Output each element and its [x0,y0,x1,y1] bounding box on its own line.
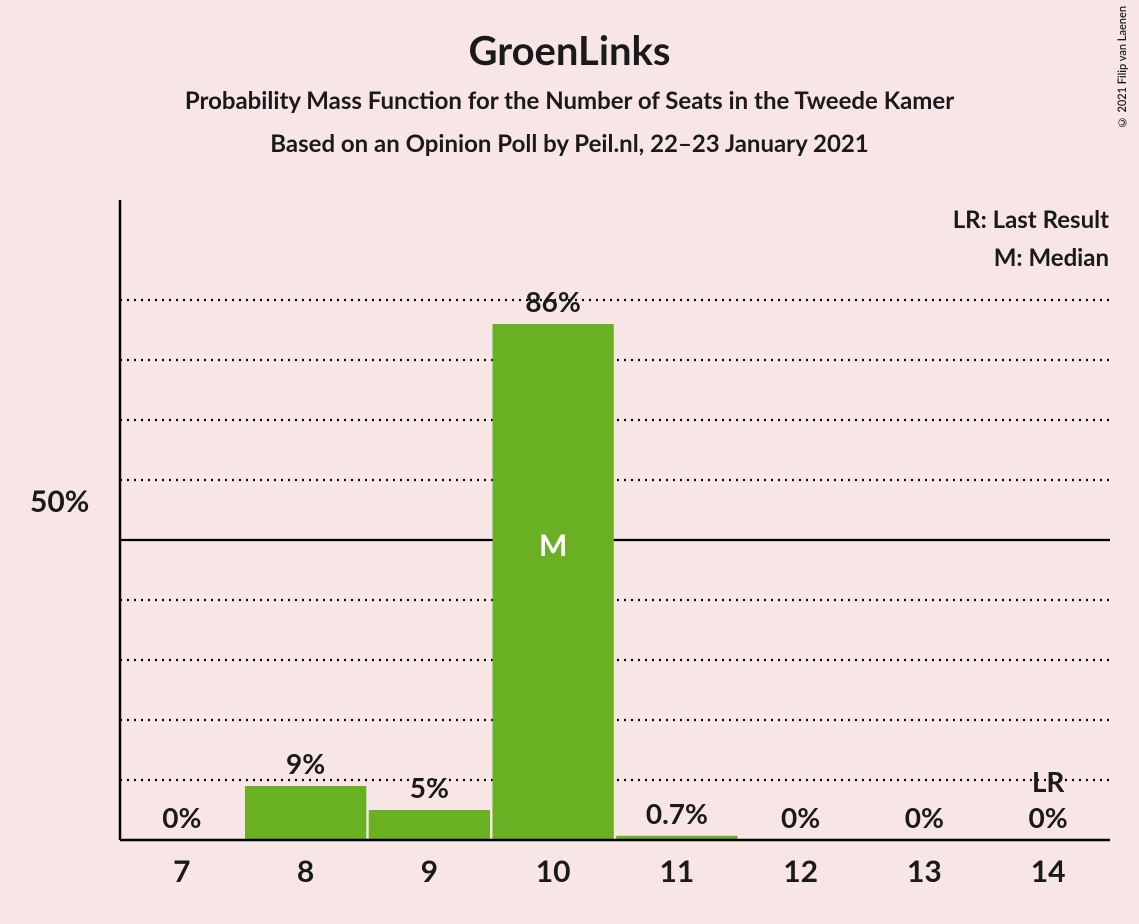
bar [369,810,490,840]
x-tick-label: 12 [783,853,818,889]
bar-value-label: 0% [1029,800,1068,834]
chart-title: GroenLinks [0,0,1139,74]
x-tick-label: 10 [536,853,571,889]
x-tick-label: 9 [421,853,438,889]
last-result-marker: LR [1032,764,1066,798]
x-tick-label: 14 [1031,853,1066,889]
bar-value-label: 9% [286,746,325,780]
x-tick-label: 7 [173,853,190,889]
median-marker: M [539,527,567,563]
x-tick-label: 13 [907,853,942,889]
gridlines [120,300,1110,780]
bar [245,786,366,840]
chart-subtitle-1: Probability Mass Function for the Number… [0,86,1139,115]
chart-plot-area: 0%79%85%986%10M0.7%110%120%130%14LR [120,200,1110,840]
bar-value-label: 0.7% [646,796,708,830]
chart-container: GroenLinks Probability Mass Function for… [0,0,1139,924]
bar-value-label: 0% [781,800,820,834]
x-tick-label: 8 [297,853,314,889]
bar-value-label: 86% [525,284,580,318]
bar [492,324,613,840]
chart-svg: 0%79%85%986%10M0.7%110%120%130%14LR [120,200,1110,840]
copyright-text: © 2021 Filip van Laenen [1116,6,1129,128]
bar-value-label: 0% [905,800,944,834]
bar-value-label: 5% [410,770,449,804]
x-tick-label: 11 [659,853,694,889]
bar-value-label: 0% [162,800,201,834]
y-axis-tick-label: 50% [30,483,89,519]
chart-subtitle-2: Based on an Opinion Poll by Peil.nl, 22–… [0,129,1139,158]
